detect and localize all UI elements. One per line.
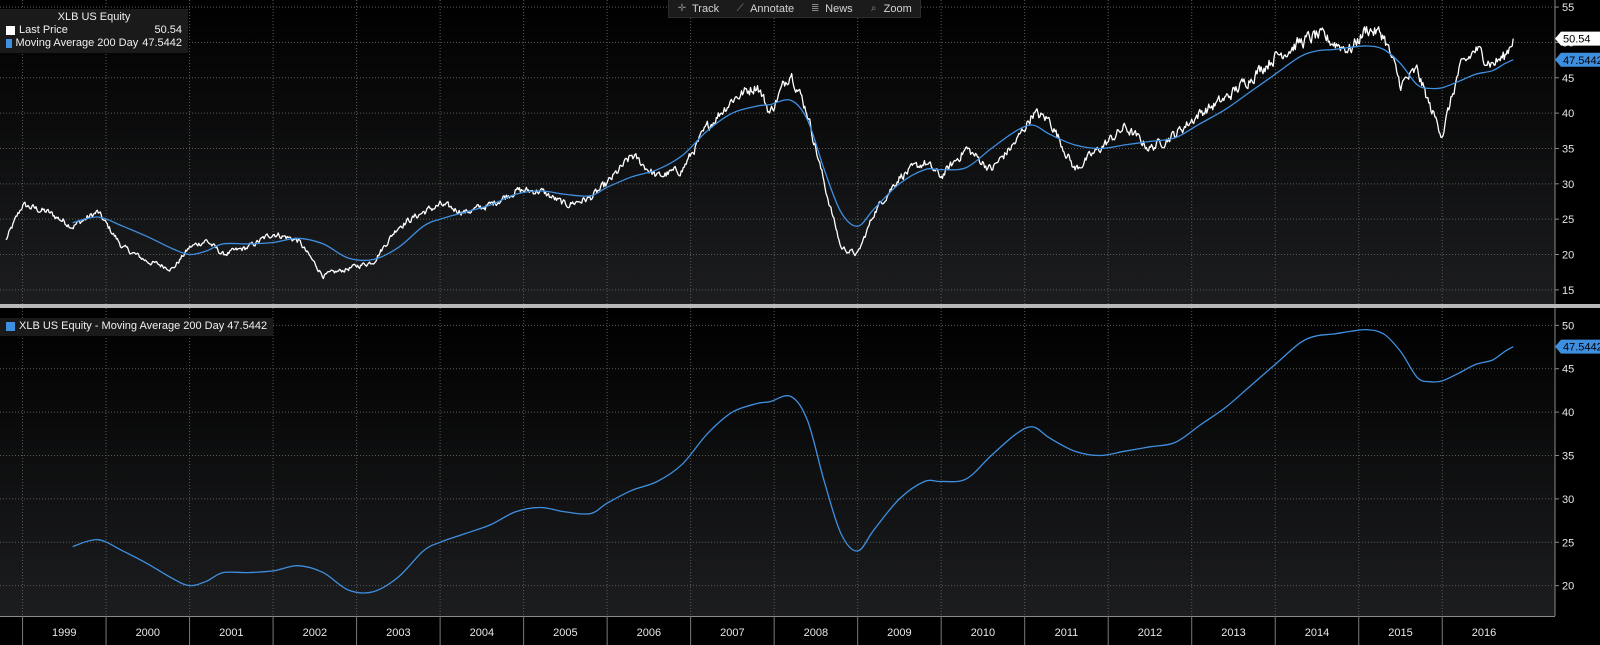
top-y-tick-label: 40: [1562, 108, 1574, 120]
x-tick-label: 2006: [637, 627, 661, 639]
zoom-label: Zoom: [883, 2, 912, 15]
x-tick-label: 2003: [386, 627, 410, 639]
moving-average-line-bottom[interactable]: [72, 328, 1514, 594]
ma-tag-bottom-shape: [1555, 339, 1600, 354]
bottom-y-tick-label: 20: [1562, 581, 1574, 593]
ma-tag-top-shape: [1555, 52, 1600, 67]
x-tick-label: 2011: [1055, 627, 1079, 639]
bottom-y-tick-label: 45: [1562, 364, 1574, 376]
x-tick-label: 2004: [470, 627, 494, 639]
legend-ma-label: Moving Average 200 Day: [15, 37, 139, 49]
top-y-tick-label: 25: [1562, 214, 1574, 226]
x-tick-label: 2015: [1388, 627, 1412, 639]
top-y-tick-label: 55: [1562, 2, 1574, 14]
blue-swatch-icon: [6, 39, 12, 48]
x-axis-band: [0, 616, 1600, 645]
ma-tag-top-text: 47.5442: [1563, 55, 1600, 67]
top-y-tick-label: 20: [1562, 250, 1574, 262]
top-y-tick-label: 45: [1562, 73, 1574, 85]
x-tick-label: 2002: [303, 627, 327, 639]
legend-row-last-price[interactable]: Last Price 50.54: [6, 24, 182, 37]
legend-ma-value: 47.5442: [142, 37, 182, 49]
legend-last-price-label: Last Price: [19, 24, 68, 36]
x-tick-label: 2009: [887, 627, 911, 639]
track-label: Track: [692, 2, 720, 15]
x-tick-label: 2005: [553, 627, 577, 639]
legend-row-bottom-ma[interactable]: XLB US Equity - Moving Average 200 Day 4…: [6, 320, 267, 333]
bottom-panel-bg: [0, 308, 1555, 616]
magnifier-icon: ⌕: [870, 3, 877, 14]
zoom-button[interactable]: ⌕ Zoom: [861, 0, 920, 17]
last-price-tag: 50.54: [1555, 31, 1600, 46]
legend-bottom[interactable]: XLB US Equity - Moving Average 200 Day 4…: [0, 318, 274, 336]
legend-title: XLB US Equity: [57, 11, 131, 23]
news-button[interactable]: ≣ News: [802, 0, 861, 17]
bottom-y-tick-label: 35: [1562, 450, 1574, 462]
x-tick-label: 2016: [1472, 627, 1496, 639]
top-y-tick-label: 15: [1562, 285, 1574, 297]
last-price-line[interactable]: [5, 25, 1514, 280]
ma-tag-bottom: 47.5442: [1555, 339, 1600, 354]
bottom-y-tick-label: 30: [1562, 494, 1574, 506]
legend-row-moving-average[interactable]: Moving Average 200 Day 47.5442: [6, 37, 182, 50]
annotate-button[interactable]: ⟋ Annotate: [727, 0, 802, 17]
last-price-tag-text: 50.54: [1563, 34, 1591, 46]
panel-divider[interactable]: [0, 304, 1600, 308]
legend-last-price-value: 50.54: [154, 24, 182, 36]
ma-tag-top: 47.5442: [1555, 52, 1600, 67]
x-tick-label: 2012: [1138, 627, 1162, 639]
x-tick-label: 2013: [1221, 627, 1245, 639]
bottom-y-tick-label: 40: [1562, 407, 1574, 419]
x-tick-label: 2000: [136, 627, 160, 639]
white-swatch-icon: [6, 26, 15, 35]
x-tick-label: 2001: [219, 627, 243, 639]
blue-swatch-icon: [6, 322, 15, 331]
x-tick-label: 2007: [720, 627, 744, 639]
x-tick-label: 1999: [52, 627, 76, 639]
news-icon: ≣: [810, 3, 820, 14]
top-y-tick-label: 35: [1562, 143, 1574, 155]
pencil-icon: ⟋: [736, 3, 744, 14]
ma-tag-bottom-text: 47.5442: [1563, 342, 1600, 354]
last-price-tag-shape: [1555, 31, 1600, 46]
x-tick-label: 2014: [1305, 627, 1329, 639]
x-tick-label: 2008: [804, 627, 828, 639]
crosshair-icon: ✛: [677, 3, 687, 14]
legend-bottom-label: XLB US Equity - Moving Average 200 Day 4…: [19, 320, 268, 332]
top-y-tick-label: 30: [1562, 179, 1574, 191]
moving-average-line-top[interactable]: [72, 45, 1514, 262]
bottom-y-tick-label: 25: [1562, 537, 1574, 549]
annotate-label: Annotate: [750, 2, 795, 15]
bottom-y-tick-label: 50: [1562, 320, 1574, 332]
news-label: News: [825, 2, 853, 15]
chart-toolbar: ✛ Track ⟋ Annotate ≣ News ⌕ Zoom: [668, 0, 921, 18]
legend-top[interactable]: XLB US Equity Last Price 50.54 Moving Av…: [0, 9, 188, 53]
track-button[interactable]: ✛ Track: [669, 0, 727, 17]
top-panel-bg: [0, 0, 1555, 304]
x-tick-label: 2010: [971, 627, 995, 639]
